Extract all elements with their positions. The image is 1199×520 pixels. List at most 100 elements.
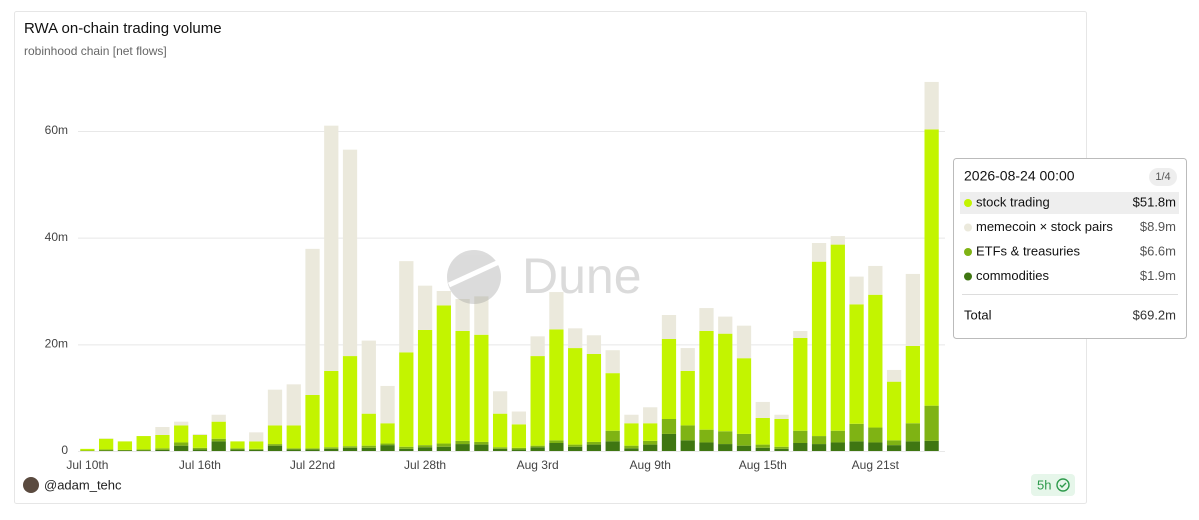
bar-segment [380, 443, 395, 446]
bar-segment [680, 425, 695, 441]
bar-segment [286, 448, 301, 450]
bar-segment [455, 299, 470, 331]
bar-segment [342, 447, 358, 451]
bar-segment [886, 381, 902, 441]
tooltip-highlight [960, 192, 1179, 214]
bar-segment [680, 440, 695, 451]
bar-segment [718, 444, 733, 451]
bar-segment [718, 333, 733, 432]
bar-segment [174, 425, 189, 443]
bar-segment [474, 444, 489, 451]
bar-segment [230, 448, 245, 450]
bar-segment [774, 414, 789, 419]
bar-segment [417, 445, 433, 448]
bar-segment [868, 294, 883, 428]
x-tick-label: Aug 3rd [517, 458, 559, 472]
bar-segment [305, 448, 320, 450]
tooltip-page: 1/4 [1155, 171, 1170, 183]
bar-segment [492, 413, 508, 448]
bar-segment [305, 248, 320, 395]
bar-segment [80, 448, 95, 451]
bar-segment [868, 427, 883, 443]
x-tick-label: Aug 9th [630, 458, 671, 472]
bar-segment [605, 350, 620, 374]
plot: 0 20m 40m 60m Jul 10th Jul 16th Jul 22nd Jul 28… [45, 81, 945, 472]
bar-segment [530, 445, 545, 448]
bar-segment [492, 447, 508, 449]
tooltip-series-name: stock trading [976, 194, 1050, 209]
bar-segment [511, 411, 527, 425]
y-tick-label: 40m [45, 230, 68, 244]
bar-segment [249, 441, 264, 449]
bar-segment [605, 441, 620, 451]
bar-segment [530, 336, 545, 357]
check-icon [1056, 478, 1070, 492]
bar-segment [117, 449, 133, 451]
bar-segment [492, 448, 508, 451]
legend-swatch [964, 248, 972, 256]
bar-segment [286, 384, 301, 426]
bar-segment [755, 417, 770, 445]
bar-segment [492, 391, 508, 414]
bar-segment [643, 407, 658, 424]
bar-segment [211, 421, 226, 439]
bar-segment [155, 435, 170, 449]
bar-segment [624, 414, 639, 424]
bar-segment [736, 445, 752, 451]
x-tick-label: Aug 15th [739, 458, 787, 472]
bar-segment [192, 449, 208, 451]
bar-segment [530, 356, 545, 446]
bar-segment [811, 444, 827, 451]
bar-segment [624, 448, 639, 451]
bar-segment [211, 438, 226, 442]
bar-segment [380, 445, 395, 451]
bar-segment [699, 308, 714, 331]
bar-segment [324, 125, 339, 372]
bar-segment [305, 449, 320, 451]
x-tick-label: Jul 28th [404, 458, 446, 472]
bar-segment [661, 419, 677, 434]
bar-segment [286, 449, 301, 451]
bar-segment [586, 441, 602, 445]
bar-segment [455, 444, 470, 451]
bar-segment [192, 433, 208, 435]
bar-segment [267, 444, 283, 446]
tooltip-series-name: commodities [976, 268, 1049, 283]
x-tick-label: Aug 21st [852, 458, 900, 472]
bar-segment [249, 448, 264, 450]
bar-segment [661, 315, 677, 339]
tooltip-title: 2026-08-24 00:00 [964, 168, 1075, 184]
bar-segment [399, 448, 414, 451]
bar-segment [361, 413, 376, 446]
x-tick-label: Jul 10th [66, 458, 108, 472]
bar-segment [474, 296, 489, 335]
bar-segment [99, 450, 114, 451]
bar-segment [230, 449, 245, 451]
bar-segment [793, 443, 808, 451]
bar-segment [605, 430, 620, 442]
bar-segment [774, 446, 789, 449]
avatar [23, 477, 39, 493]
bar-segment [155, 427, 170, 435]
bar-segment [305, 395, 320, 449]
watermark: Dune [447, 248, 642, 304]
bar-segment [699, 331, 714, 430]
chart-title: RWA on-chain trading volume [24, 20, 222, 37]
bar-segment [868, 442, 883, 451]
bar-segment [924, 129, 939, 406]
bar-segment [249, 449, 264, 451]
bar-segment [342, 149, 358, 357]
bar-segment [793, 337, 808, 431]
bar-segment [586, 444, 602, 451]
bar-segment [924, 81, 939, 130]
bar-segment [211, 414, 226, 422]
bar-segment [586, 353, 602, 442]
legend-swatch [964, 223, 972, 232]
bar-segment [586, 335, 602, 354]
bar-segment [793, 331, 808, 338]
bar-segment [605, 373, 620, 431]
bar-segment [924, 440, 939, 451]
bar-segment [436, 443, 451, 447]
bar-segment [174, 421, 189, 426]
